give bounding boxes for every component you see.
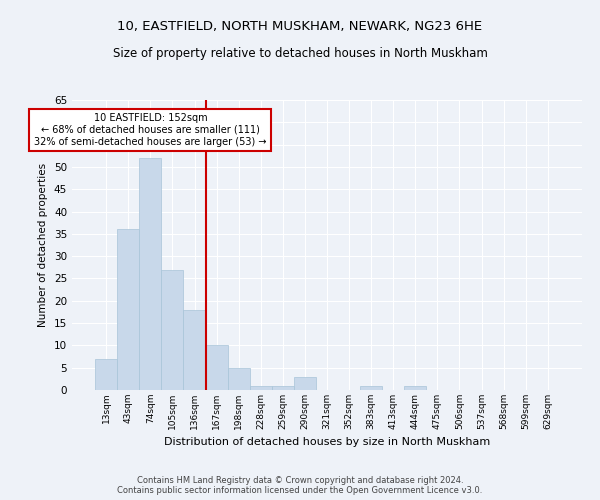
X-axis label: Distribution of detached houses by size in North Muskham: Distribution of detached houses by size … — [164, 438, 490, 448]
Bar — [294, 376, 316, 390]
Text: Contains HM Land Registry data © Crown copyright and database right 2024.
Contai: Contains HM Land Registry data © Crown c… — [118, 476, 482, 495]
Text: 10 EASTFIELD: 152sqm
← 68% of detached houses are smaller (111)
32% of semi-deta: 10 EASTFIELD: 152sqm ← 68% of detached h… — [34, 114, 266, 146]
Bar — [161, 270, 184, 390]
Bar — [227, 368, 250, 390]
Y-axis label: Number of detached properties: Number of detached properties — [38, 163, 49, 327]
Bar — [139, 158, 161, 390]
Text: Size of property relative to detached houses in North Muskham: Size of property relative to detached ho… — [113, 48, 487, 60]
Bar — [250, 386, 272, 390]
Bar — [95, 359, 117, 390]
Bar — [184, 310, 206, 390]
Bar — [117, 230, 139, 390]
Bar — [272, 386, 294, 390]
Bar — [206, 346, 227, 390]
Text: 10, EASTFIELD, NORTH MUSKHAM, NEWARK, NG23 6HE: 10, EASTFIELD, NORTH MUSKHAM, NEWARK, NG… — [118, 20, 482, 33]
Bar — [360, 386, 382, 390]
Bar — [404, 386, 427, 390]
